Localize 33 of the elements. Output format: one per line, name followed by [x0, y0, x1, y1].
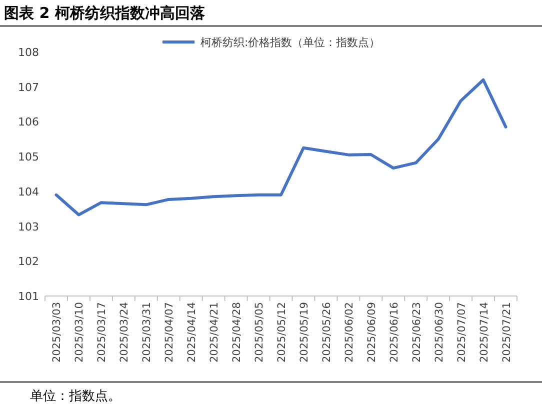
y-tick-label: 108: [18, 46, 39, 59]
line-series: [54, 78, 508, 216]
y-tick-label: 103: [18, 220, 39, 234]
x-tick-label: 2025/07/07: [456, 302, 468, 363]
y-tick-label: 101: [18, 290, 39, 303]
text: 单位：指数点。: [30, 389, 121, 404]
chart-title: 图表 2 柯桥纺织指数冲高回落: [4, 4, 206, 22]
x-tick-label: 2025/06/02: [343, 302, 356, 363]
x-tick-label: 2025/04/21: [208, 302, 221, 363]
x-tick-label: 2025/03/03: [51, 302, 64, 363]
y-tick-label: 106: [18, 116, 39, 129]
x-tick-label: 2025/07/21: [500, 302, 513, 363]
x-tick-label: 2025/04/28: [231, 302, 244, 363]
y-tick-label: 105: [18, 150, 39, 164]
x-tick-label: 2025/05/12: [276, 302, 288, 363]
x-tick-label: 2025/05/26: [320, 302, 333, 363]
x-tick-label: 2025/04/14: [186, 302, 198, 363]
x-tick-label: 2025/03/24: [118, 302, 131, 363]
x-tick-label: 2025/05/05: [254, 302, 266, 363]
x-tick-label: 2025/07/14: [478, 302, 490, 363]
x-tick-label: 2025/05/19: [298, 302, 310, 363]
x-tick-label: 2025/04/07: [164, 302, 176, 363]
y-tick-label: 102: [18, 255, 39, 268]
x-tick-label: 2025/06/30: [433, 302, 446, 363]
x-tick-label: 2025/03/17: [96, 302, 108, 363]
x-tick-label: 2025/06/23: [410, 302, 423, 363]
legend-label: 柯桥纺织:价格指数（单位：指数点）: [200, 36, 380, 49]
x-tick-label: 2025/03/10: [74, 302, 86, 363]
y-tick-label: 107: [18, 80, 39, 94]
x-tick-label: 2025/06/16: [388, 302, 400, 363]
y-tick-label: 104: [18, 185, 39, 198]
x-tick-label: 2025/03/31: [141, 302, 154, 363]
x-tick-label: 2025/06/09: [366, 302, 378, 363]
